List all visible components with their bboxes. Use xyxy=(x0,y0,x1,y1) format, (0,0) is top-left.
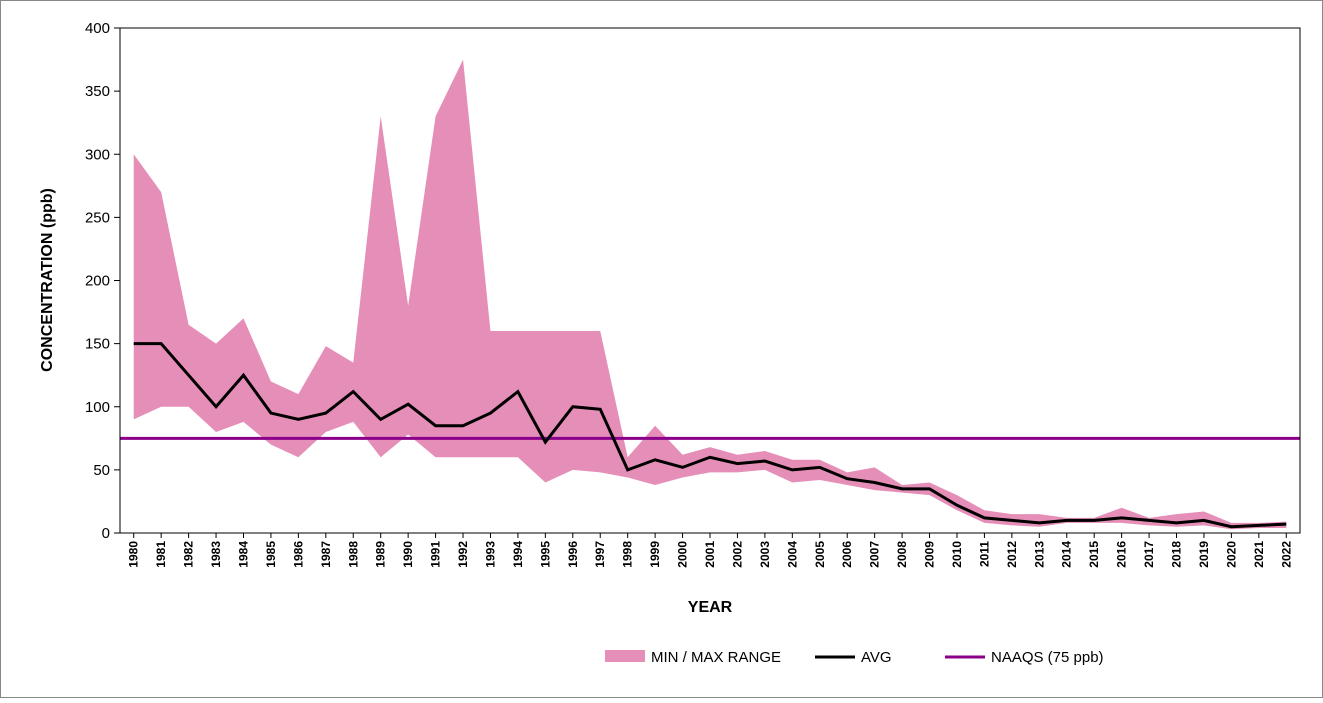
x-tick-label: 2019 xyxy=(1197,541,1211,568)
x-tick-label: 2010 xyxy=(950,541,964,568)
x-tick-label: 1984 xyxy=(236,541,250,568)
y-tick-label: 400 xyxy=(85,20,110,37)
y-axis-label: CONCENTRATION (ppb) xyxy=(39,188,56,372)
x-tick-label: 2018 xyxy=(1170,541,1184,568)
y-tick-label: 100 xyxy=(85,399,110,416)
x-tick-label: 2017 xyxy=(1142,541,1156,568)
x-tick-label: 1994 xyxy=(511,541,525,568)
y-tick-label: 0 xyxy=(102,525,110,542)
x-tick-label: 2005 xyxy=(813,541,827,568)
x-axis-label: YEAR xyxy=(688,599,733,616)
x-tick-label: 2020 xyxy=(1224,541,1238,568)
y-tick-label: 50 xyxy=(93,462,110,479)
legend-label: AVG xyxy=(861,649,892,666)
x-tick-label: 2008 xyxy=(895,541,909,568)
x-tick-label: 1982 xyxy=(182,541,196,568)
x-tick-label: 1986 xyxy=(291,541,305,568)
avg-line xyxy=(133,342,1287,529)
x-tick-label: 2002 xyxy=(730,541,744,568)
x-tick-label: 2003 xyxy=(758,541,772,568)
x-tick-label: 1983 xyxy=(209,541,223,568)
y-tick-label: 350 xyxy=(85,83,110,100)
x-tick-label: 2014 xyxy=(1060,541,1074,568)
x-tick-label: 1988 xyxy=(346,541,360,568)
x-tick-label: 1981 xyxy=(154,541,168,568)
x-tick-label: 1999 xyxy=(648,541,662,568)
y-tick-label: 200 xyxy=(85,273,110,290)
x-tick-label: 1996 xyxy=(566,541,580,568)
x-tick-label: 2009 xyxy=(923,541,937,568)
x-tick-label: 1995 xyxy=(538,541,552,568)
x-tick-label: 1991 xyxy=(429,541,443,568)
x-tick-label: 1980 xyxy=(127,541,141,568)
x-tick-label: 2021 xyxy=(1252,541,1266,568)
y-tick-label: 250 xyxy=(85,209,110,226)
x-tick-label: 2022 xyxy=(1279,541,1293,568)
x-tick-label: 1992 xyxy=(456,541,470,568)
x-tick-label: 2011 xyxy=(977,541,991,567)
x-tick-label: 2004 xyxy=(785,541,799,568)
x-tick-label: 1989 xyxy=(374,541,388,568)
legend-label: MIN / MAX RANGE xyxy=(651,649,781,666)
range-area xyxy=(133,59,1287,530)
legend-label: NAAQS (75 ppb) xyxy=(991,649,1104,666)
x-tick-label: 1993 xyxy=(483,541,497,568)
x-tick-label: 2006 xyxy=(840,541,854,568)
x-tick-label: 1985 xyxy=(264,541,278,568)
x-tick-label: 2007 xyxy=(868,541,882,568)
x-tick-label: 2015 xyxy=(1087,541,1101,568)
x-tick-label: 1987 xyxy=(319,541,333,568)
x-tick-label: 2016 xyxy=(1115,541,1129,568)
legend-swatch xyxy=(605,650,645,662)
x-tick-label: 2013 xyxy=(1032,541,1046,568)
x-tick-label: 1998 xyxy=(621,541,635,568)
x-tick-label: 1990 xyxy=(401,541,415,568)
x-tick-label: 2012 xyxy=(1005,541,1019,568)
y-tick-label: 150 xyxy=(85,336,110,353)
x-tick-label: 2000 xyxy=(676,541,690,568)
x-tick-label: 2001 xyxy=(703,541,717,568)
y-tick-label: 300 xyxy=(85,146,110,163)
x-tick-label: 1997 xyxy=(593,541,607,568)
